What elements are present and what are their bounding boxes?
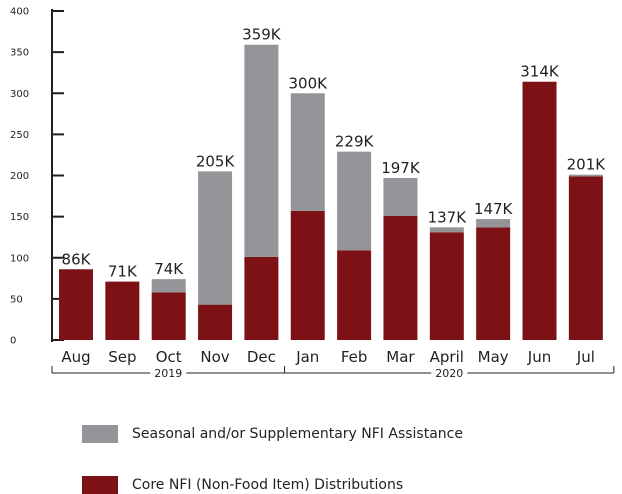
- x-tick-label: Mar: [386, 348, 415, 366]
- x-tick-label: May: [478, 348, 509, 366]
- legend-swatch: [82, 476, 118, 494]
- data-label: 300K: [289, 74, 329, 92]
- data-label: 74K: [154, 260, 184, 278]
- x-tick-label: Nov: [200, 348, 229, 366]
- bar-core-april: [429, 232, 464, 340]
- data-label: 314K: [520, 63, 560, 81]
- legend-swatch: [82, 425, 118, 443]
- x-tick-label: Aug: [61, 348, 90, 366]
- bar-core-jan: [290, 210, 325, 340]
- y-tick-label: 100: [10, 253, 29, 264]
- data-label: 201K: [567, 156, 607, 174]
- bar-core-may: [476, 227, 511, 340]
- data-label: 197K: [381, 159, 421, 177]
- bar-core-aug: [59, 269, 93, 340]
- bar-seasonal-may: [476, 219, 511, 228]
- data-label: 86K: [62, 250, 92, 268]
- x-tick-label: Oct: [156, 348, 182, 366]
- y-tick-label: 150: [10, 212, 29, 223]
- data-label: 205K: [196, 152, 236, 170]
- y-tick-label: 350: [10, 48, 29, 59]
- data-label: 71K: [108, 263, 138, 281]
- bar-core-nov: [198, 304, 233, 340]
- bar-core-jun: [522, 81, 557, 341]
- x-tick-label: Jan: [295, 348, 319, 366]
- bar-core-oct: [151, 292, 186, 340]
- bar-seasonal-feb: [337, 151, 372, 251]
- data-label: 359K: [242, 26, 282, 44]
- bar-core-feb: [337, 250, 372, 340]
- data-label: 137K: [428, 208, 468, 226]
- y-tick-label: 0: [10, 336, 16, 347]
- legend-label: Core NFI (Non-Food Item) Distributions: [132, 477, 404, 493]
- bar-seasonal-dec: [244, 44, 279, 257]
- bar-seasonal-oct: [151, 279, 186, 293]
- y-tick-label: 300: [10, 89, 29, 100]
- y-tick-label: 400: [10, 7, 29, 18]
- bar-seasonal-nov: [198, 171, 233, 305]
- bar-core-jul: [568, 176, 603, 340]
- bar-core-sep: [105, 281, 140, 340]
- bar-seasonal-jan: [290, 93, 325, 211]
- bar-seasonal-mar: [383, 177, 418, 216]
- x-tick-label: Jun: [527, 348, 551, 366]
- data-label: 147K: [474, 200, 514, 218]
- year-label: 2019: [154, 367, 182, 380]
- bar-seasonal-april: [429, 227, 464, 233]
- legend-item: Seasonal and/or Supplementary NFI Assist…: [82, 425, 463, 443]
- x-tick-label: Sep: [108, 348, 136, 366]
- bar-seasonal-jul: [568, 174, 603, 177]
- x-tick-label: April: [430, 348, 464, 366]
- x-tick-label: Feb: [341, 348, 368, 366]
- legend-item: Core NFI (Non-Food Item) Distributions: [82, 476, 403, 494]
- y-tick-label: 200: [10, 171, 29, 182]
- bar-chart: 0 50 100 150 200 250 300 350 400 86K 71K 74K 205K 359…: [10, 7, 615, 380]
- y-tick-label: 50: [10, 294, 23, 305]
- legend-label: Seasonal and/or Supplementary NFI Assist…: [132, 426, 463, 442]
- bar-core-mar: [383, 215, 418, 340]
- year-label: 2020: [435, 367, 463, 380]
- data-label: 229K: [335, 133, 375, 151]
- bar-core-dec: [244, 256, 279, 340]
- x-tick-label: Dec: [247, 348, 276, 366]
- y-tick-label: 250: [10, 130, 29, 141]
- x-tick-label: Jul: [576, 348, 595, 366]
